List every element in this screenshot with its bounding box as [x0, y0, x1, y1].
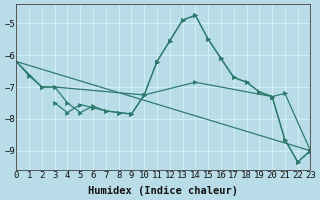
- X-axis label: Humidex (Indice chaleur): Humidex (Indice chaleur): [88, 186, 238, 196]
